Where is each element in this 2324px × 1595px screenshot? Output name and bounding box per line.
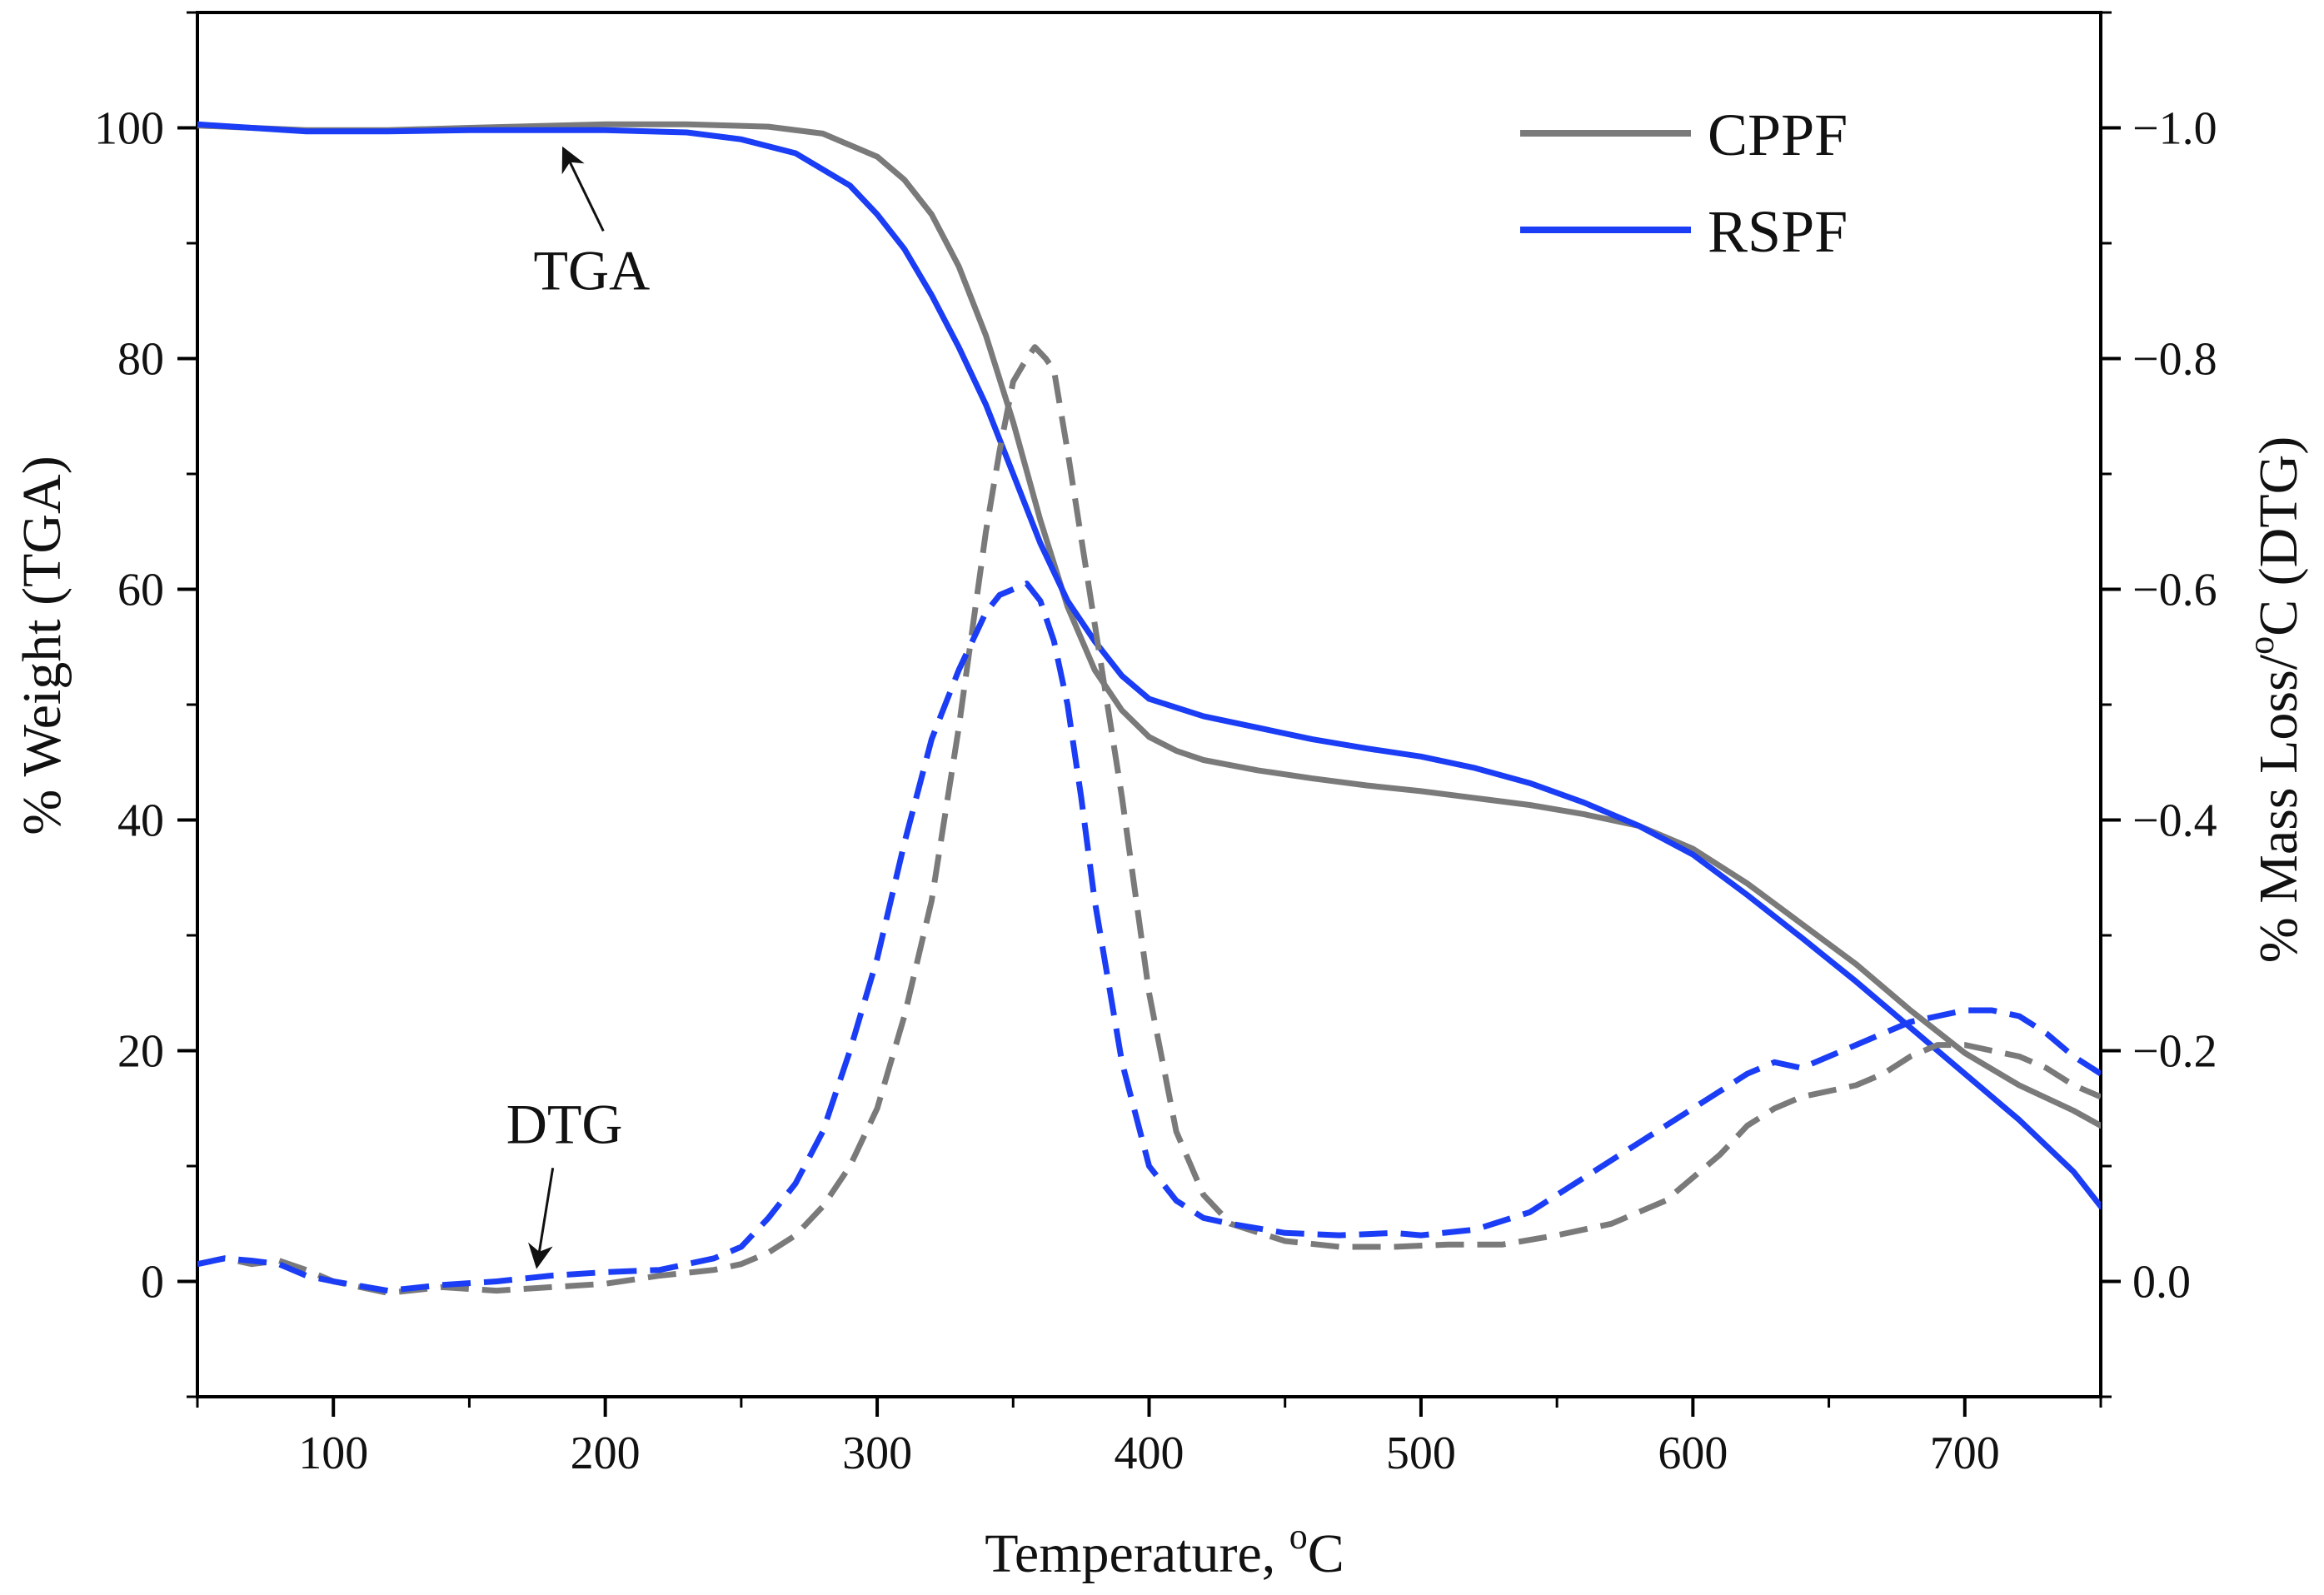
y-tick-label: 0	[141, 1257, 164, 1308]
y2-tick-label: −0.4	[2132, 795, 2217, 847]
legend: CPPF RSPF	[1520, 102, 1848, 265]
x-tick-label: 400	[1115, 1428, 1184, 1479]
x-axis-title: Temperature, oC	[985, 1516, 1344, 1584]
series-cppf-tga	[197, 121, 2101, 1129]
x-tick-label: 300	[842, 1428, 912, 1479]
annotation-tga: TGA	[533, 238, 650, 302]
y-axis-right-title: % Mass Loss/oC (DTG)	[2241, 436, 2309, 963]
x-tick-label: 200	[571, 1428, 641, 1479]
series-rspf-dtg	[197, 581, 2101, 1294]
x-tick-label: 700	[1930, 1428, 2000, 1479]
y-axis-left: 0 20 40 60 80 100	[94, 11, 197, 1398]
series-cppf-dtg	[197, 344, 2101, 1296]
y2-tick-label: −0.2	[2132, 1026, 2217, 1078]
y2-tick-label: −0.6	[2132, 565, 2217, 616]
y2-tick-label: 0.0	[2132, 1257, 2191, 1308]
x-tick-label: 600	[1658, 1428, 1728, 1479]
y2-tick-label: −0.8	[2132, 334, 2217, 386]
series-layer	[197, 121, 2101, 1296]
series-rspf-tga	[197, 121, 2101, 1209]
y-axis-right-title-sup: o	[2241, 636, 2282, 655]
legend-label-cppf: CPPF	[1708, 102, 1848, 168]
x-tick-label: 100	[298, 1428, 368, 1479]
x-axis: 100 200 300 400 500 600 700	[196, 1397, 2102, 1479]
y-axis-right-title-text: % Mass Loss/	[2248, 654, 2309, 963]
annotations-layer: TGA DTG	[506, 146, 650, 1269]
x-axis-title-end: C	[1308, 1523, 1344, 1584]
x-axis-title-text: Temperature,	[985, 1523, 1289, 1584]
legend-label-rspf: RSPF	[1708, 198, 1848, 265]
x-tick-label: 500	[1386, 1428, 1456, 1479]
y-tick-label: 100	[94, 103, 164, 155]
annotation-dtg: DTG	[506, 1092, 623, 1155]
y-tick-label: 40	[117, 795, 164, 847]
y-axis-left-title: % Weight (TGA)	[12, 456, 72, 835]
y-axis-right: 0.0 −0.2 −0.4 −0.6 −0.8 −1.0	[2101, 11, 2217, 1398]
y2-tick-label: −1.0	[2132, 103, 2217, 155]
y-tick-label: 80	[117, 334, 164, 386]
x-axis-title-sup: o	[1289, 1516, 1308, 1557]
y-tick-label: 60	[117, 565, 164, 616]
y-tick-label: 20	[117, 1026, 164, 1078]
annotation-arrow	[528, 1168, 555, 1269]
annotation-arrow	[561, 146, 605, 232]
y-axis-right-title-end: C (DTG)	[2248, 436, 2309, 636]
